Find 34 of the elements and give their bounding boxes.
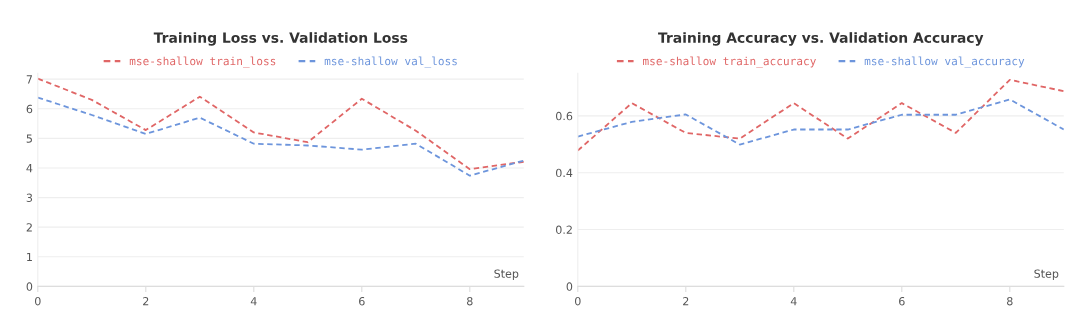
x-tick-label: 6 (899, 296, 905, 306)
x-tick-label: 8 (467, 296, 473, 306)
legend-label: mse-shallow train_loss (129, 56, 276, 68)
y-tick-label: 0.2 (556, 225, 572, 234)
y-tick-label: 0 (26, 282, 33, 291)
y-tick-label: 2 (26, 223, 32, 232)
y-tick-label: 4 (26, 164, 33, 173)
legend-label: mse-shallow train_accuracy (643, 56, 816, 68)
line-series (577, 98, 1064, 146)
y-tick-label: 0 (566, 282, 573, 291)
x-tick-label: 2 (143, 296, 149, 306)
x-tick-label: 8 (1007, 296, 1013, 306)
x-tick-label: 4 (790, 297, 797, 306)
line-series (37, 96, 524, 177)
y-tick-label: 7 (26, 75, 32, 84)
x-tick-label: 6 (359, 296, 365, 306)
chart-title: Training Accuracy vs. Validation Accuracy (658, 32, 984, 46)
legend-label: mse-shallow val_accuracy (864, 56, 1025, 68)
x-tick-label: 2 (683, 296, 689, 306)
x-axis-title: Step (1034, 269, 1059, 280)
y-tick-label: 3 (26, 193, 33, 202)
x-tick-label: 0 (575, 296, 581, 306)
line-series (37, 77, 524, 171)
y-tick-label: 6 (26, 104, 33, 114)
x-tick-label: 0 (35, 296, 41, 306)
chart-title: Training Loss vs. Validation Loss (153, 32, 408, 46)
y-tick-label: 0.6 (556, 111, 573, 121)
legend-label: mse-shallow val_loss (324, 56, 457, 68)
y-tick-label: 0.4 (556, 168, 573, 178)
y-tick-label: 5 (26, 134, 32, 143)
line-series (577, 78, 1064, 152)
x-axis-title: Step (494, 269, 519, 280)
x-tick-label: 4 (250, 297, 257, 306)
y-tick-label: 1 (27, 252, 32, 261)
